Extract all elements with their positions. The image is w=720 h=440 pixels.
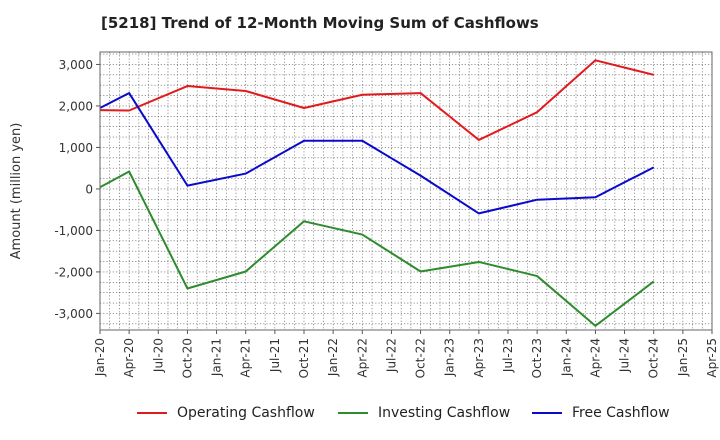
series-lines bbox=[99, 59, 655, 327]
legend-swatch bbox=[137, 412, 167, 414]
y-tick-label: -2,000 bbox=[54, 265, 93, 279]
x-tick-label: Jul-23 bbox=[501, 338, 515, 373]
x-tick-label: Jan-21 bbox=[210, 338, 224, 377]
x-tick-label: Jan-23 bbox=[443, 338, 457, 377]
series-line-free-cashflow bbox=[99, 92, 655, 215]
y-tick-label: -3,000 bbox=[54, 307, 93, 321]
x-tick-label: Oct-21 bbox=[297, 338, 311, 378]
legend-label: Operating Cashflow bbox=[177, 405, 315, 421]
legend-swatch bbox=[338, 412, 368, 414]
x-tick-label: Apr-21 bbox=[239, 338, 253, 378]
x-tick-label: Jan-24 bbox=[559, 338, 573, 377]
x-tick-label: Jan-20 bbox=[93, 338, 107, 377]
x-tick-label: Jul-21 bbox=[268, 338, 282, 373]
legend-label: Free Cashflow bbox=[572, 405, 670, 421]
legend-item: Investing Cashflow bbox=[338, 405, 510, 421]
x-tick-label: Jan-25 bbox=[676, 338, 690, 377]
legend-item: Free Cashflow bbox=[532, 405, 670, 421]
x-tick-label: Jul-22 bbox=[384, 338, 398, 373]
x-tick-label: Oct-22 bbox=[414, 338, 428, 378]
chart-title: [5218] Trend of 12-Month Moving Sum of C… bbox=[101, 14, 539, 32]
plot-frame bbox=[99, 51, 713, 331]
y-axis-label: Amount (million yen) bbox=[9, 123, 24, 260]
x-tick-label: Apr-20 bbox=[122, 338, 136, 378]
x-tick-label: Jul-24 bbox=[618, 338, 632, 373]
x-tick-label: Oct-23 bbox=[530, 338, 544, 378]
x-tick-label: Jul-20 bbox=[151, 338, 165, 373]
x-tick-label: Apr-25 bbox=[705, 338, 719, 378]
legend-label: Investing Cashflow bbox=[378, 405, 511, 421]
x-tick-label: Jan-22 bbox=[326, 338, 340, 377]
y-tick-label: 1,000 bbox=[59, 141, 93, 155]
x-tick-label: Oct-24 bbox=[647, 338, 661, 378]
x-tick-label: Apr-22 bbox=[355, 338, 369, 378]
series-line-investing-cashflow bbox=[99, 170, 655, 327]
x-tick-label: Apr-23 bbox=[472, 338, 486, 378]
legend-item: Operating Cashflow bbox=[137, 405, 315, 421]
legend-swatch bbox=[532, 412, 562, 414]
y-tick-label: 2,000 bbox=[59, 99, 93, 113]
axis-ticks: 3,000 2,000 1,000 0 -1,000 -2,000 -3,000 Jan-20… bbox=[54, 58, 719, 378]
x-tick-label: Apr-24 bbox=[588, 338, 602, 378]
y-tick-label: -1,000 bbox=[54, 224, 93, 238]
y-tick-label: 3,000 bbox=[59, 58, 93, 72]
x-tick-label: Oct-20 bbox=[180, 338, 194, 378]
legend: Operating Cashflow Investing Cashflow Free… bbox=[0, 405, 720, 427]
series-line-operating-cashflow bbox=[99, 59, 654, 141]
y-tick-label: 0 bbox=[85, 182, 93, 196]
